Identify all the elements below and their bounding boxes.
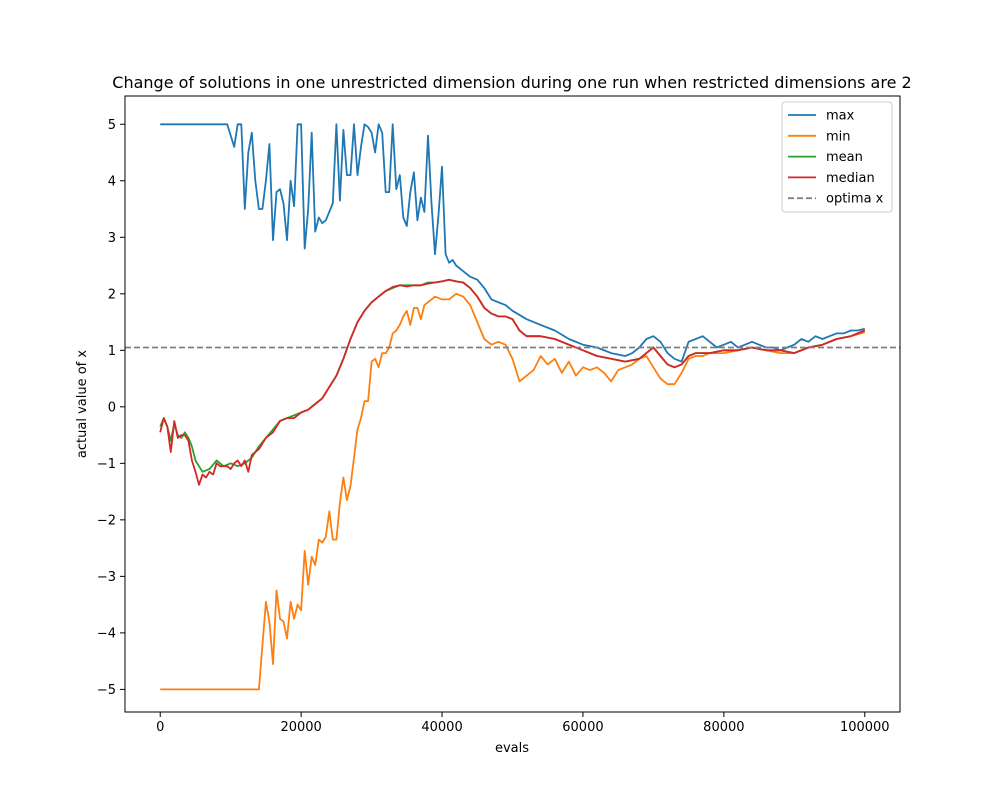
y-tick-label: 5 bbox=[108, 118, 116, 133]
x-tick-label: 80000 bbox=[703, 720, 744, 735]
y-tick-label: 2 bbox=[108, 287, 116, 302]
plot-frame bbox=[124, 95, 901, 713]
series-line-median bbox=[159, 278, 866, 486]
y-tick-label: 0 bbox=[108, 400, 116, 415]
legend-label-median: median bbox=[826, 171, 875, 186]
legend-box bbox=[781, 101, 893, 213]
x-tick-label: 40000 bbox=[421, 720, 462, 735]
y-tick-label: 1 bbox=[108, 344, 116, 359]
y-tick-label: −5 bbox=[97, 683, 116, 698]
series-line-mean bbox=[159, 278, 866, 473]
x-axis-label: evals bbox=[495, 741, 529, 756]
legend-label-max: max bbox=[826, 109, 855, 124]
y-tick-label: −1 bbox=[97, 457, 116, 472]
chart-title: Change of solutions in one unrestricted … bbox=[112, 73, 911, 92]
x-tick-label: 100000 bbox=[840, 720, 890, 735]
x-tick-label: 0 bbox=[156, 720, 164, 735]
y-tick-label: 4 bbox=[108, 174, 116, 189]
y-axis-label: actual value of x bbox=[75, 350, 90, 458]
axis-ticks: 0 20000 40000 60000 80000 100000 −5 −4 −3 −2 −1 0 1 2… bbox=[97, 118, 890, 735]
legend-label-mean: mean bbox=[826, 150, 863, 165]
legend-label-optima-x: optima x bbox=[826, 192, 884, 207]
plot-area bbox=[125, 123, 900, 691]
series-line-min bbox=[160, 292, 866, 691]
y-tick-label: 3 bbox=[108, 231, 116, 246]
x-tick-label: 20000 bbox=[280, 720, 321, 735]
y-tick-label: −4 bbox=[97, 626, 116, 641]
y-tick-label: −3 bbox=[97, 570, 116, 585]
y-tick-label: −2 bbox=[97, 513, 116, 528]
legend: max min mean median optima x bbox=[781, 101, 893, 213]
x-tick-label: 60000 bbox=[562, 720, 603, 735]
legend-label-min: min bbox=[826, 129, 851, 144]
series-line-max bbox=[160, 123, 866, 363]
